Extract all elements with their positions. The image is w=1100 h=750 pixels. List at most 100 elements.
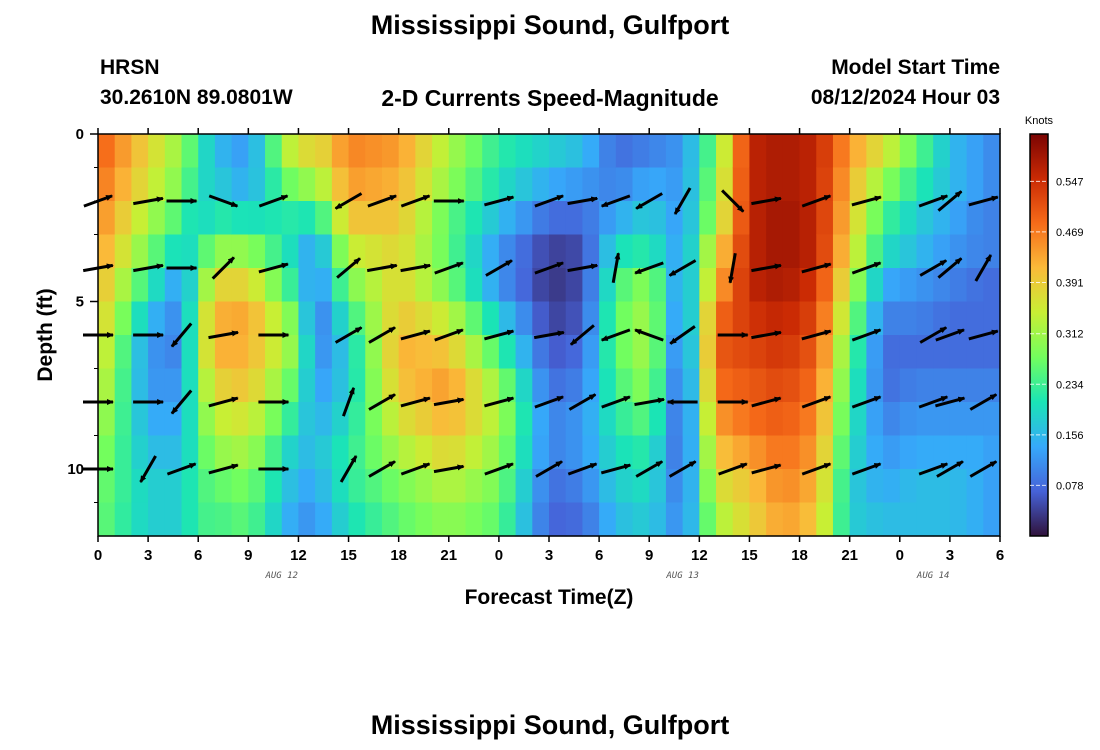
heatmap-cell [883,167,901,202]
current-vector [485,259,513,277]
heatmap-cell [315,368,333,403]
heatmap-cell [348,268,366,303]
heatmap-cell [766,335,784,370]
heatmap-cell [665,435,684,470]
heatmap-cell [432,469,450,504]
heatmap-cell [415,335,433,370]
heatmap-cell [866,134,884,169]
heatmap-cell [732,435,751,470]
heatmap-cell [732,134,751,169]
heatmap-cell [381,335,400,370]
heatmap-cell [415,268,433,303]
heatmap-cell [983,167,1001,202]
heatmap-cell [599,502,617,537]
heatmap-cell [866,167,884,202]
heatmap-cell [181,469,199,504]
heatmap-cell [515,201,533,236]
heatmap-cell [849,402,867,437]
heatmap-cell [532,167,550,202]
colorbar-tick-label: 0.469 [1056,227,1084,239]
current-vector [751,196,782,206]
heatmap-cell [766,402,784,437]
heatmap-cell [415,201,433,236]
heatmap-cell [482,301,500,336]
heatmap-cell [482,435,500,470]
current-vector [801,194,832,208]
heatmap-cell [983,268,1001,303]
heatmap-cell [448,301,467,336]
heatmap-cell [532,435,550,470]
heatmap-cell [482,402,500,437]
heatmap-cell [265,402,283,437]
heatmap-cell [716,234,734,269]
y-axis-label: Depth (ft) [34,288,57,381]
heatmap-cell [298,201,316,236]
heatmap-cell [482,502,500,537]
heatmap-cell [448,201,467,236]
heatmap-cell [632,268,650,303]
heatmap-cell [549,201,567,236]
heatmap-cell [599,167,617,202]
heatmap-cell [732,402,751,437]
heatmap-cell [98,435,116,470]
heatmap-cell [682,502,700,537]
heatmap-cell [766,435,784,470]
heatmap-cell [716,502,734,537]
heatmap-cell [899,201,918,236]
heatmap-cell [181,335,199,370]
heatmap-cell [883,402,901,437]
heatmap-cell [515,469,533,504]
heatmap-cell [983,502,1001,537]
heatmap-cell [849,268,867,303]
heatmap-cell [682,134,700,169]
heatmap-cell [114,502,132,537]
heatmap-cell [933,368,951,403]
heatmap-cell [599,435,617,470]
heatmap-cell [248,268,266,303]
heatmap-cell [832,368,851,403]
x-tick-label: 6 [194,547,202,564]
heatmap-cell [682,201,700,236]
heatmap-cell [716,402,734,437]
heatmap-cell [415,469,433,504]
current-vector [937,190,963,212]
heatmap-cell [465,268,483,303]
current-vector [974,254,993,282]
current-vector [534,194,565,208]
heatmap-cell [164,335,183,370]
heatmap-cell [983,335,1001,370]
heatmap-cell [114,301,132,336]
heatmap-cell [866,469,884,504]
heatmap-cell [265,502,283,537]
heatmap-cell [381,402,400,437]
current-vector [918,462,949,476]
heatmap-cell [281,167,300,202]
heatmap-cell [665,167,684,202]
heatmap-cell [816,469,834,504]
heatmap-cell [148,402,166,437]
current-vector [935,396,966,408]
current-vector [634,397,665,407]
current-vector [400,396,431,408]
heatmap-cell [465,402,483,437]
heatmap-cell [565,134,583,169]
current-vector [170,322,193,348]
current-vector [334,192,363,210]
heatmap-cell [582,402,600,437]
heatmap-cell [498,167,517,202]
heatmap-cell [448,268,467,303]
heatmap-cell [565,201,583,236]
heatmap-cell [315,268,333,303]
current-vector [600,328,631,342]
heatmap-cell [582,435,600,470]
heatmap-cell [916,234,934,269]
heatmap-cell [749,502,767,537]
heatmap-cell [549,469,567,504]
heatmap-cell [148,134,166,169]
heatmap-cell [799,502,817,537]
heatmap-cell [214,402,233,437]
heatmap-cell [916,402,934,437]
heatmap-cell [515,301,533,336]
heatmap-cell [866,234,884,269]
heatmap-cell [148,368,166,403]
